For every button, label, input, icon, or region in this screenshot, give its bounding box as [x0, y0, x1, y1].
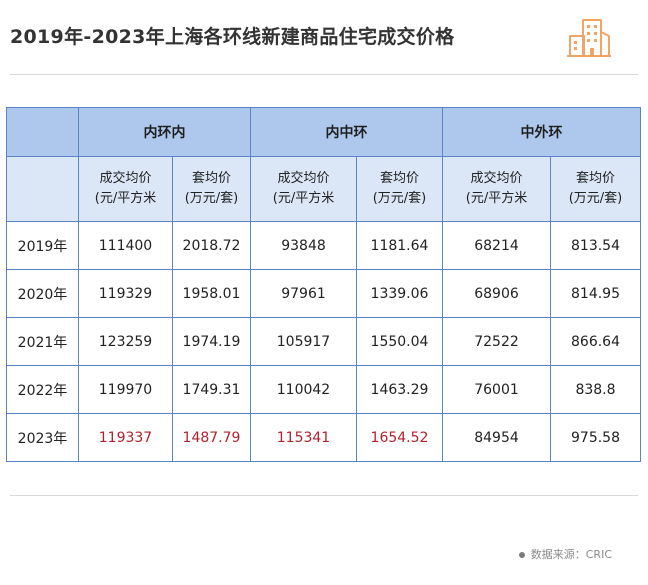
highlight-cell: 1654.52 — [356, 413, 443, 462]
sub-header-cell: 成交均价 (元/平方米 — [250, 156, 357, 222]
table-cell: 1958.01 — [172, 269, 251, 318]
sub-header-cell: 成交均价 (元/平方米 — [78, 156, 173, 222]
group-header-middle: 内中环 — [250, 107, 443, 157]
table-cell: 68906 — [442, 269, 551, 318]
table-cell: 1181.64 — [356, 221, 443, 270]
sub-header-cell: 套均价 (万元/套) — [550, 156, 641, 222]
table-row: 2021年 123259 1974.19 105917 1550.04 7252… — [6, 317, 641, 366]
sub-header-cell: 套均价 (万元/套) — [356, 156, 443, 222]
table-cell: 119970 — [78, 365, 173, 414]
title-divider — [10, 74, 638, 75]
table-cell: 1749.31 — [172, 365, 251, 414]
table-cell: 76001 — [442, 365, 551, 414]
table-row: 2020年 119329 1958.01 97961 1339.06 68906… — [6, 269, 641, 318]
group-header-row: 内环内 内中环 中外环 — [6, 107, 641, 157]
table-cell: 97961 — [250, 269, 357, 318]
year-cell: 2021年 — [6, 317, 79, 366]
table-row: 2022年 119970 1749.31 110042 1463.29 7600… — [6, 365, 641, 414]
table-cell: 72522 — [442, 317, 551, 366]
table-cell: 84954 — [442, 413, 551, 462]
table-cell: 68214 — [442, 221, 551, 270]
table-cell: 105917 — [250, 317, 357, 366]
source-note: 数据来源：CRIC — [518, 546, 612, 562]
table-cell: 838.8 — [550, 365, 641, 414]
year-cell: 2022年 — [6, 365, 79, 414]
table-cell: 1974.19 — [172, 317, 251, 366]
table-cell: 813.54 — [550, 221, 641, 270]
dot-icon — [518, 552, 525, 558]
price-table: 内环内 内中环 中外环 成交均价 (元/平方米 套均价 (万元/套) 成交均价 (元/… — [6, 107, 641, 462]
source-text: 数据来源：CRIC — [530, 548, 612, 561]
group-header-inner: 内环内 — [78, 107, 251, 157]
sub-header-cell: 成交均价 (元/平方米 — [442, 156, 551, 222]
table-cell: 110042 — [250, 365, 357, 414]
table-cell: 111400 — [78, 221, 173, 270]
table-cell: 119329 — [78, 269, 173, 318]
group-header-outer: 中外环 — [442, 107, 641, 157]
corner-cell — [6, 107, 79, 157]
table-cell: 123259 — [78, 317, 173, 366]
year-cell: 2023年 — [6, 413, 79, 462]
table-cell: 93848 — [250, 221, 357, 270]
sub-header-cell: 套均价 (万元/套) — [172, 156, 251, 222]
table-cell: 975.58 — [550, 413, 641, 462]
corner-cell — [6, 156, 79, 222]
table-cell: 2018.72 — [172, 221, 251, 270]
bottom-divider — [10, 495, 638, 496]
sub-header-row: 成交均价 (元/平方米 套均价 (万元/套) 成交均价 (元/平方米 套均价 (万元/套… — [6, 156, 641, 222]
year-cell: 2019年 — [6, 221, 79, 270]
table-cell: 1550.04 — [356, 317, 443, 366]
table-cell: 1339.06 — [356, 269, 443, 318]
highlight-cell: 1487.79 — [172, 413, 251, 462]
building-icon — [567, 19, 611, 57]
table-row: 2019年 111400 2018.72 93848 1181.64 68214… — [6, 221, 641, 270]
year-cell: 2020年 — [6, 269, 79, 318]
highlight-cell: 119337 — [78, 413, 173, 462]
table-cell: 1463.29 — [356, 365, 443, 414]
page-title: 2019年-2023年上海各环线新建商品住宅成交价格 — [10, 26, 455, 48]
table-row: 2023年 119337 1487.79 115341 1654.52 8495… — [6, 413, 641, 462]
table-cell: 814.95 — [550, 269, 641, 318]
highlight-cell: 115341 — [250, 413, 357, 462]
table-cell: 866.64 — [550, 317, 641, 366]
